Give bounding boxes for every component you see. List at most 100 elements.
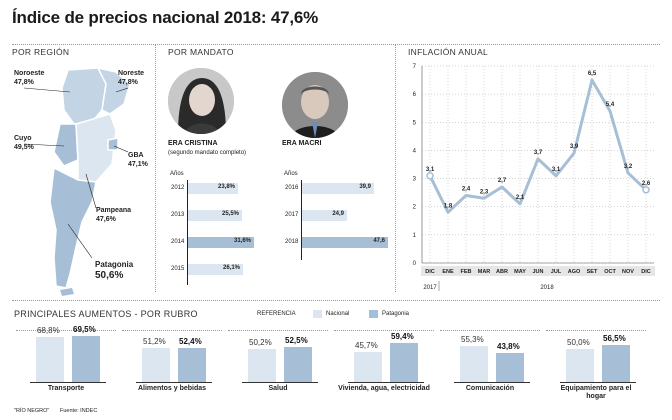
legend-patagonia-swatch	[369, 310, 378, 318]
mandato-year-2015: 2015	[171, 266, 185, 272]
x-tick-label-10: OCT	[604, 269, 616, 275]
x-tick-bg-2	[457, 266, 475, 276]
y-tick-label-4: 4	[413, 148, 417, 154]
mandato-bar-value-2018: 47,6	[373, 238, 385, 244]
x-tick-bg-12	[637, 266, 655, 276]
x-tick-label-4: ABR	[496, 269, 508, 275]
rubro-group-top-line	[228, 330, 328, 331]
rubro-value-patagonia-4: 43,8%	[497, 342, 520, 351]
y-tick-label-1: 1	[413, 233, 417, 239]
y-tick-label-0: 0	[413, 261, 417, 267]
rubro-value-patagonia-3: 59,4%	[391, 332, 414, 341]
inflation-point-12	[642, 186, 650, 194]
map-region-pampeana	[75, 113, 117, 183]
portrait-macri	[282, 72, 348, 138]
mandato-bar-2012: 23,8%	[188, 183, 238, 194]
inflation-data-label-1: 1,8	[444, 203, 453, 209]
page-title: Índice de precios nacional 2018: 47,6%	[12, 8, 319, 27]
inflation-data-label-5: 2,1	[516, 195, 525, 201]
map-region-gba	[107, 137, 119, 151]
divider-mid	[12, 300, 660, 301]
rubro-bar-patagonia-2	[284, 347, 312, 382]
mandato-year-2014: 2014	[171, 239, 185, 245]
divider-region	[155, 44, 156, 292]
mandato-bar-2014: 31,6%	[188, 237, 254, 248]
footer-source: Fuente: INDEC	[60, 408, 98, 414]
region-label-noroeste: Noroeste 47,8%	[14, 70, 45, 86]
rubro-value-nacional-1: 51,2%	[143, 337, 166, 346]
inflation-point-5	[518, 202, 522, 206]
mandato-bar-value-2015: 26,1%	[222, 265, 240, 271]
x-tick-label-6: JUN	[532, 269, 543, 275]
rubro-value-nacional-0: 68,8%	[37, 326, 60, 335]
mandato-year-2012: 2012	[171, 185, 185, 191]
rubro-bar-nacional-0	[36, 337, 64, 382]
legend-nacional-swatch	[313, 310, 322, 318]
inflation-data-label-4: 2,7	[498, 178, 507, 184]
portrait-cristina	[168, 68, 234, 134]
legend-title: REFERENCIA	[257, 311, 296, 317]
rubro-value-patagonia-0: 69,5%	[73, 325, 96, 334]
rubro-bar-patagonia-3	[390, 343, 418, 382]
mandato-bar-2017: 24,9	[302, 210, 347, 221]
y-tick-label-7: 7	[413, 64, 417, 70]
era-macri-label: ERA MACRI	[282, 140, 322, 147]
inflation-data-label-12: 2,6	[642, 181, 651, 187]
rubro-value-nacional-4: 55,3%	[461, 335, 484, 344]
x-tick-label-1: ENE	[442, 269, 454, 275]
rubro-group-top-line	[334, 330, 434, 331]
rubro-baseline	[560, 382, 636, 383]
mandato-year-2016: 2016	[285, 185, 299, 191]
inflation-data-label-10: 5,4	[606, 102, 615, 108]
inflation-data-label-9: 6,5	[588, 71, 597, 77]
x-tick-label-0: DIC	[425, 269, 435, 275]
year-label-2017: 2017	[423, 285, 437, 291]
rubro-value-nacional-3: 45,7%	[355, 341, 378, 350]
inflation-point-2	[464, 194, 468, 197]
rubro-baseline	[242, 382, 318, 383]
era-cristina-label: ERA CRISTINA	[168, 140, 218, 147]
rubro-group-top-line	[16, 330, 116, 331]
mandato-bar-value-2014: 31,6%	[233, 238, 251, 244]
mandato-bar-value-2017: 24,9	[332, 211, 344, 217]
map-region-noroeste	[61, 67, 107, 125]
inflation-line-chart: 0 1 2 3 4 5 6 7 DIC ENE FEB MAR ABR MAY JUN JUL AGO SET OC…	[413, 64, 655, 291]
rubro-bar-nacional-2	[248, 349, 276, 382]
legend-nacional-label: Nacional	[326, 311, 350, 317]
rubro-value-patagonia-1: 52,4%	[179, 337, 202, 346]
rubro-baseline	[348, 382, 424, 383]
rubro-category-label-2: Salud	[268, 385, 288, 392]
x-tick-bg-1	[439, 266, 457, 276]
x-tick-bg-9	[583, 266, 601, 276]
x-tick-label-3: MAR	[478, 269, 491, 275]
region-label-cuyo: Cuyo 49,5%	[14, 135, 34, 151]
region-label-gba: GBA 47,1%	[128, 152, 148, 168]
x-tick-bg-8	[565, 266, 583, 276]
mandato-bar-value-2013: 25,5%	[221, 211, 239, 217]
rubro-bar-nacional-3	[354, 352, 382, 382]
mandato-bar-2016: 39,9	[302, 183, 374, 194]
x-tick-bg-4	[493, 266, 511, 276]
section-region-heading: POR REGIÓN	[12, 47, 70, 57]
divider-top	[12, 44, 660, 45]
years-header-cristina: Años	[170, 171, 184, 177]
rubro-bar-nacional-1	[142, 348, 170, 382]
rubro-baseline	[136, 382, 212, 383]
rubro-baseline	[30, 382, 106, 383]
y-tick-label-2: 2	[413, 205, 417, 211]
x-tick-label-8: AGO	[568, 269, 581, 275]
inflation-data-label-0: 3,1	[426, 167, 435, 173]
inflation-point-1	[446, 211, 450, 214]
x-tick-label-12: DIC	[641, 269, 651, 275]
rubro-bar-patagonia-0	[72, 336, 100, 382]
region-label-patagonia: Patagonia 50,6%	[95, 260, 134, 281]
footer-credit: "RÍO NEGRO"	[14, 408, 50, 414]
inflation-data-label-8: 3,9	[570, 144, 579, 150]
rubro-group-top-line	[546, 330, 646, 331]
mandato-bar-value-2012: 23,8%	[217, 184, 235, 190]
inflation-point-11	[626, 171, 630, 175]
rubro-bar-nacional-5	[566, 349, 594, 382]
rubro-category-label-5: Equipamiento para el hogar	[560, 385, 632, 400]
inflation-point-6	[536, 157, 540, 161]
argentina-map	[23, 66, 131, 296]
